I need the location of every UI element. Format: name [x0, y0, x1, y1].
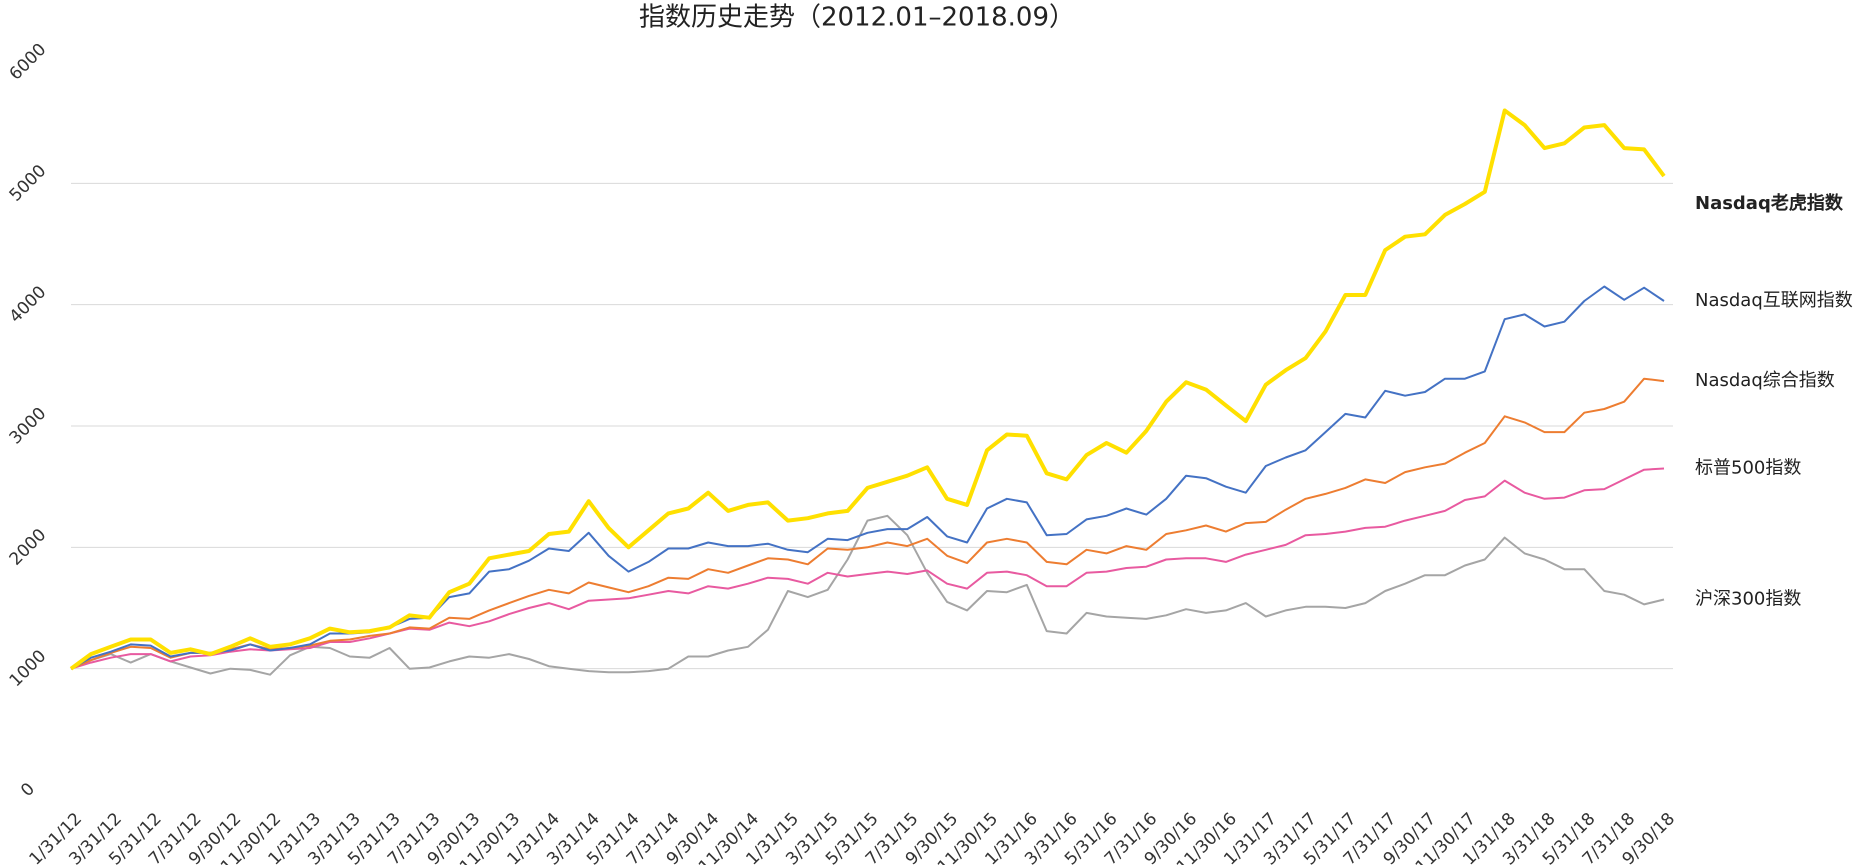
series-line — [70, 514, 1665, 676]
y-tick-label: 0 — [17, 779, 39, 801]
series-label: Nasdaq综合指数 — [1695, 370, 1835, 391]
series-label: 标普500指数 — [1695, 457, 1801, 478]
series-label: Nasdaq互联网指数 — [1695, 290, 1853, 311]
chart-title: 指数历史走势（2012.01–2018.09） — [639, 3, 1075, 33]
y-tick-label: 5000 — [6, 161, 51, 206]
series-line — [69, 108, 1666, 671]
y-tick-label: 3000 — [6, 404, 51, 449]
y-tick-label: 4000 — [6, 282, 51, 327]
y-tick-label: 1000 — [6, 646, 51, 691]
series-label: 沪深300指数 — [1695, 589, 1801, 610]
series-line — [70, 285, 1665, 670]
series-line — [70, 377, 1665, 670]
y-tick-label: 2000 — [6, 525, 51, 570]
series-line — [70, 467, 1665, 670]
y-tick-label: 6000 — [6, 40, 51, 85]
series-label: Nasdaq老虎指数 — [1695, 192, 1844, 214]
